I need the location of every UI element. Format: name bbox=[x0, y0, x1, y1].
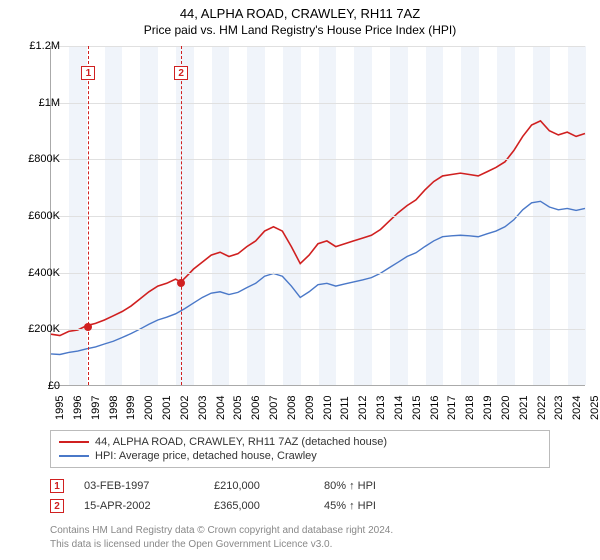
gridline bbox=[51, 46, 585, 47]
x-tick-label: 2009 bbox=[304, 396, 316, 420]
y-tick-label: £0 bbox=[48, 380, 60, 392]
x-tick-label: 2018 bbox=[464, 396, 476, 420]
legend-swatch bbox=[59, 455, 89, 457]
x-tick-label: 2019 bbox=[482, 396, 494, 420]
event-row-badge: 2 bbox=[50, 499, 64, 513]
gridline bbox=[51, 103, 585, 104]
x-tick-label: 2013 bbox=[375, 396, 387, 420]
x-tick-label: 2023 bbox=[553, 396, 565, 420]
event-marker-line bbox=[88, 46, 89, 385]
event-table: 1 03-FEB-1997 £210,000 80% ↑ HPI 2 15-APR-200… bbox=[50, 476, 550, 516]
x-tick-label: 2017 bbox=[446, 396, 458, 420]
chart-title: 44, ALPHA ROAD, CRAWLEY, RH11 7AZ bbox=[0, 0, 600, 21]
legend-row: HPI: Average price, detached house, Craw… bbox=[59, 449, 541, 463]
x-tick-label: 2004 bbox=[215, 396, 227, 420]
event-dot bbox=[84, 323, 92, 331]
event-row-badge: 1 bbox=[50, 479, 64, 493]
y-tick-label: £400K bbox=[28, 267, 60, 279]
event-hpi: 80% ↑ HPI bbox=[324, 480, 424, 492]
y-tick-label: £600K bbox=[28, 210, 60, 222]
event-price: £365,000 bbox=[214, 500, 304, 512]
legend-label: 44, ALPHA ROAD, CRAWLEY, RH11 7AZ (detac… bbox=[95, 436, 387, 448]
x-tick-label: 1996 bbox=[72, 396, 84, 420]
x-tick-label: 2020 bbox=[500, 396, 512, 420]
x-tick-label: 2008 bbox=[286, 396, 298, 420]
x-tick-label: 1995 bbox=[54, 396, 66, 420]
y-tick-label: £1.2M bbox=[29, 40, 60, 52]
x-tick-label: 1999 bbox=[125, 396, 137, 420]
x-tick-label: 2010 bbox=[322, 396, 334, 420]
x-tick-label: 2015 bbox=[411, 396, 423, 420]
attribution: Contains HM Land Registry data © Crown c… bbox=[50, 524, 570, 551]
gridline bbox=[51, 273, 585, 274]
x-tick-label: 2021 bbox=[518, 396, 530, 420]
gridline bbox=[51, 329, 585, 330]
y-tick-label: £200K bbox=[28, 323, 60, 335]
legend-row: 44, ALPHA ROAD, CRAWLEY, RH11 7AZ (detac… bbox=[59, 435, 541, 449]
attribution-line1: Contains HM Land Registry data © Crown c… bbox=[50, 524, 570, 538]
x-tick-label: 2000 bbox=[143, 396, 155, 420]
x-tick-label: 2024 bbox=[571, 396, 583, 420]
x-tick-label: 2011 bbox=[339, 396, 351, 420]
event-hpi: 45% ↑ HPI bbox=[324, 500, 424, 512]
chart-subtitle: Price paid vs. HM Land Registry's House … bbox=[0, 21, 600, 41]
gridline bbox=[51, 159, 585, 160]
y-tick-label: £1M bbox=[39, 97, 60, 109]
x-tick-label: 1997 bbox=[90, 396, 102, 420]
series-line-hpi bbox=[51, 201, 585, 354]
gridline bbox=[51, 216, 585, 217]
legend-label: HPI: Average price, detached house, Craw… bbox=[95, 450, 317, 462]
plot-area: 12 bbox=[50, 46, 585, 386]
x-tick-label: 2012 bbox=[357, 396, 369, 420]
x-tick-label: 2022 bbox=[536, 396, 548, 420]
x-tick-label: 2005 bbox=[232, 396, 244, 420]
attribution-line2: This data is licensed under the Open Gov… bbox=[50, 538, 570, 552]
event-row: 2 15-APR-2002 £365,000 45% ↑ HPI bbox=[50, 496, 550, 516]
x-tick-label: 2016 bbox=[429, 396, 441, 420]
event-price: £210,000 bbox=[214, 480, 304, 492]
x-tick-label: 2002 bbox=[179, 396, 191, 420]
x-tick-label: 2003 bbox=[197, 396, 209, 420]
legend-swatch bbox=[59, 441, 89, 443]
event-date: 15-APR-2002 bbox=[84, 500, 194, 512]
x-tick-label: 2006 bbox=[250, 396, 262, 420]
event-badge: 1 bbox=[81, 66, 95, 80]
series-line-property bbox=[51, 121, 585, 336]
event-date: 03-FEB-1997 bbox=[84, 480, 194, 492]
y-tick-label: £800K bbox=[28, 153, 60, 165]
event-marker-line bbox=[181, 46, 182, 385]
x-tick-label: 2001 bbox=[161, 396, 173, 420]
legend: 44, ALPHA ROAD, CRAWLEY, RH11 7AZ (detac… bbox=[50, 430, 550, 468]
chart-container: 44, ALPHA ROAD, CRAWLEY, RH11 7AZ Price … bbox=[0, 0, 600, 560]
x-tick-label: 1998 bbox=[108, 396, 120, 420]
x-tick-label: 2007 bbox=[268, 396, 280, 420]
event-badge: 2 bbox=[174, 66, 188, 80]
x-tick-label: 2014 bbox=[393, 396, 405, 420]
x-tick-label: 2025 bbox=[589, 396, 600, 420]
event-row: 1 03-FEB-1997 £210,000 80% ↑ HPI bbox=[50, 476, 550, 496]
event-dot bbox=[177, 279, 185, 287]
